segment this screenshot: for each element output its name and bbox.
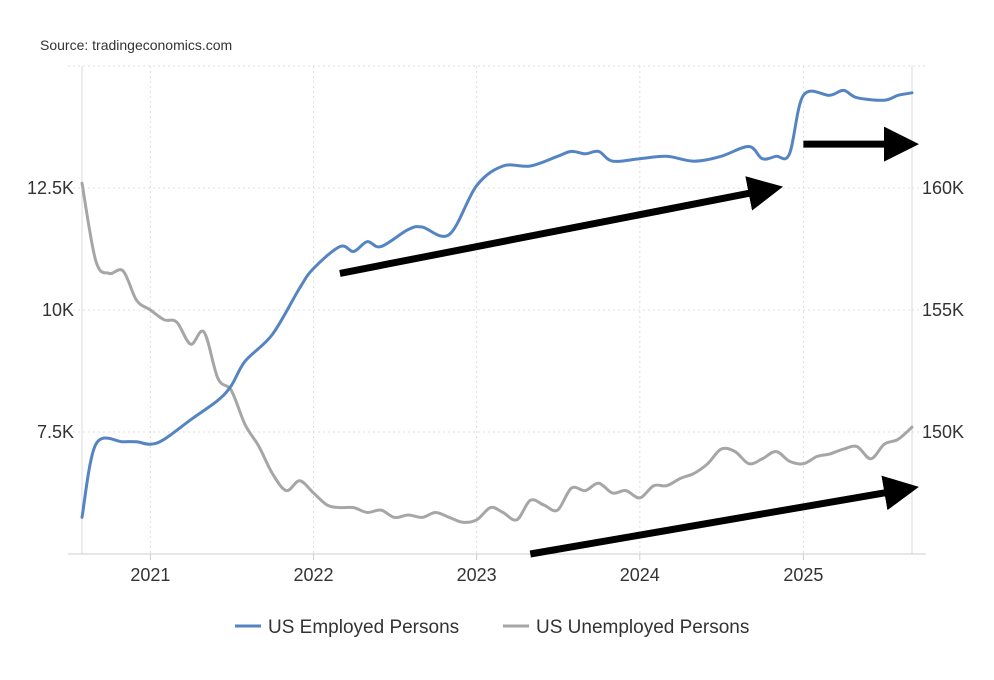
gridlines [68,65,926,554]
legend-label: US Unemployed Persons [536,617,749,638]
x-tick-label: 2021 [130,565,170,585]
legend-label: US Employed Persons [268,617,459,638]
y-right-tick-label: 150K [922,422,964,442]
series-line-us-unemployed-persons [80,181,914,524]
y-right-tick-label: 160K [922,178,964,198]
y-right-tick-label: 155K [922,300,964,320]
x-tick-label: 2024 [620,565,660,585]
axes: 2021 2022 2023 2024 2025 7.5K 10K 12.5K 150K 155K… [27,66,964,585]
y-left-tick-label: 10K [42,300,74,320]
y-left-tick-label: 7.5K [37,422,74,442]
annotation-arrows [339,126,919,558]
x-tick-label: 2022 [294,565,334,585]
legend[interactable]: US Employed Persons US Unemployed Persons [235,617,749,638]
series-layer [80,88,914,524]
annotation-arrow-3 [529,475,919,558]
chart-source: Source: tradingeconomics.com [40,37,233,53]
legend-item-us-unemployed-persons[interactable]: US Unemployed Persons [503,617,749,638]
series-line-us-employed-persons [80,88,914,519]
legend-item-us-employed-persons[interactable]: US Employed Persons [235,617,459,638]
y-left-tick-label: 12.5K [27,178,74,198]
x-tick-label: 2025 [783,565,823,585]
x-tick-label: 2023 [457,565,497,585]
annotation-arrow-1 [339,176,783,277]
